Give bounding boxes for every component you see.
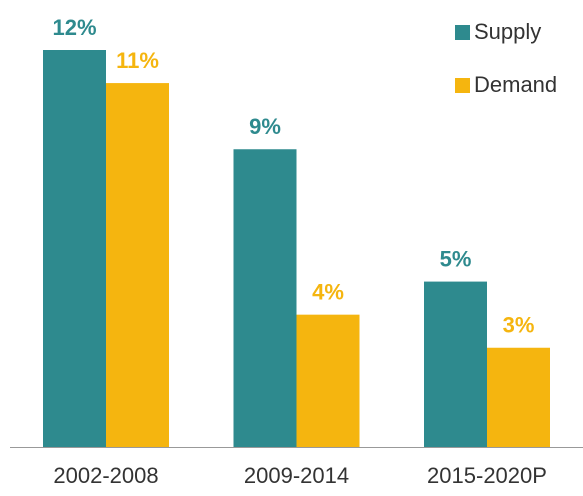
bar	[233, 149, 297, 447]
bar	[296, 314, 360, 447]
legend-swatch	[455, 78, 470, 93]
x-tick-label: 2002-2008	[53, 463, 158, 488]
value-label: 4%	[312, 279, 344, 304]
bar	[424, 281, 487, 447]
bar	[487, 347, 550, 447]
legend-label: Demand	[474, 72, 557, 97]
bar	[106, 83, 169, 447]
value-label: 9%	[249, 114, 281, 139]
x-tick-label: 2015-2020P	[427, 463, 547, 488]
legend-label: Supply	[474, 19, 541, 44]
value-label: 12%	[52, 15, 96, 40]
legend-swatch	[455, 25, 470, 40]
value-label: 5%	[440, 246, 472, 271]
value-label: 11%	[116, 48, 159, 73]
value-label: 3%	[503, 313, 535, 338]
x-tick-label: 2009-2014	[244, 463, 349, 488]
bar	[43, 50, 106, 447]
